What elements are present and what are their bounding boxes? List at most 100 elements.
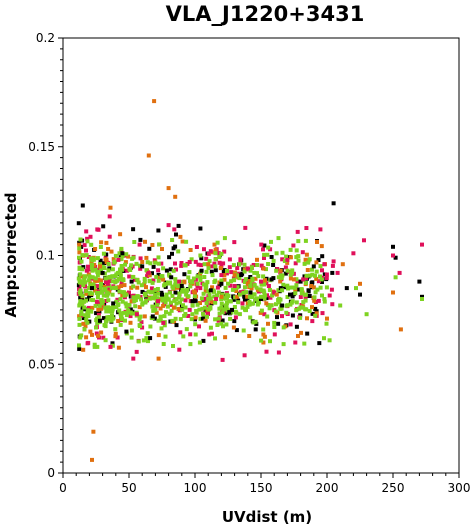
data-point	[302, 341, 307, 346]
data-point	[78, 295, 83, 300]
data-point	[161, 266, 166, 271]
data-point	[151, 264, 156, 269]
data-point	[269, 255, 274, 259]
data-point	[120, 254, 125, 259]
data-point	[219, 297, 224, 302]
data-point	[219, 281, 224, 286]
data-point	[190, 303, 195, 308]
data-point	[142, 314, 147, 319]
data-point	[193, 332, 198, 337]
data-point	[123, 318, 127, 323]
data-point	[206, 289, 211, 294]
data-point	[196, 262, 201, 267]
data-point	[221, 304, 226, 309]
data-point	[274, 302, 278, 307]
data-point	[204, 283, 209, 288]
data-point	[313, 306, 318, 311]
data-point	[285, 268, 290, 273]
data-point	[309, 284, 314, 288]
data-point	[274, 251, 279, 256]
data-point	[178, 300, 182, 305]
data-point	[322, 262, 327, 267]
data-point	[158, 318, 163, 323]
data-point	[225, 269, 229, 273]
data-point	[95, 344, 100, 349]
data-point	[212, 294, 217, 299]
data-point	[272, 290, 277, 295]
data-point	[233, 315, 238, 320]
data-point	[82, 274, 87, 279]
data-point	[245, 304, 250, 309]
data-point	[279, 275, 284, 280]
data-point	[231, 278, 236, 283]
data-points	[76, 99, 424, 462]
data-point	[308, 273, 313, 278]
data-point	[118, 268, 123, 273]
data-point	[254, 321, 259, 326]
data-point	[152, 99, 157, 104]
data-point	[142, 282, 147, 287]
data-point	[189, 257, 194, 262]
data-point	[173, 244, 178, 249]
y-tick-label: 0.15	[28, 140, 55, 154]
data-point	[138, 266, 143, 271]
data-point	[90, 268, 95, 273]
data-point	[119, 284, 124, 288]
data-point	[138, 263, 142, 268]
data-point	[204, 269, 209, 274]
data-point	[302, 261, 307, 266]
x-tick-label: 150	[250, 481, 273, 495]
data-point	[111, 301, 116, 306]
data-point	[312, 295, 317, 300]
data-point	[131, 284, 136, 289]
data-point	[330, 302, 335, 307]
data-point	[86, 255, 91, 259]
data-point	[79, 274, 83, 279]
data-point	[300, 250, 305, 255]
data-point	[223, 335, 228, 340]
data-point	[98, 258, 103, 263]
data-point	[101, 251, 106, 256]
data-point	[324, 285, 329, 290]
x-tick-label: 250	[382, 481, 405, 495]
data-point	[307, 257, 312, 262]
data-point	[171, 344, 175, 348]
data-point	[88, 234, 93, 239]
data-point	[320, 293, 324, 298]
data-point	[177, 295, 182, 300]
data-point	[291, 243, 296, 248]
data-point	[136, 339, 141, 344]
data-point	[98, 262, 102, 267]
data-point	[185, 288, 190, 293]
data-point	[397, 270, 402, 275]
data-point	[100, 299, 105, 304]
data-point	[303, 238, 308, 243]
data-point	[142, 279, 147, 284]
data-point	[198, 316, 203, 321]
data-point	[324, 272, 329, 277]
data-point	[126, 308, 131, 313]
data-point	[167, 255, 172, 260]
data-point	[206, 251, 211, 256]
data-point	[195, 284, 200, 289]
data-point	[156, 299, 160, 304]
data-point	[173, 280, 178, 285]
data-point	[199, 263, 204, 268]
data-point	[127, 274, 132, 279]
data-point	[98, 285, 103, 290]
data-point	[137, 317, 142, 322]
data-point	[98, 245, 103, 249]
data-point	[279, 273, 283, 278]
data-point	[358, 281, 362, 286]
data-point	[140, 260, 145, 264]
data-point	[132, 299, 137, 304]
data-point	[87, 295, 92, 300]
data-point	[285, 257, 290, 262]
data-point	[107, 286, 112, 291]
data-point	[315, 240, 319, 244]
data-point	[263, 293, 267, 298]
data-point	[186, 294, 191, 299]
data-point	[146, 339, 150, 344]
data-point	[77, 343, 81, 348]
